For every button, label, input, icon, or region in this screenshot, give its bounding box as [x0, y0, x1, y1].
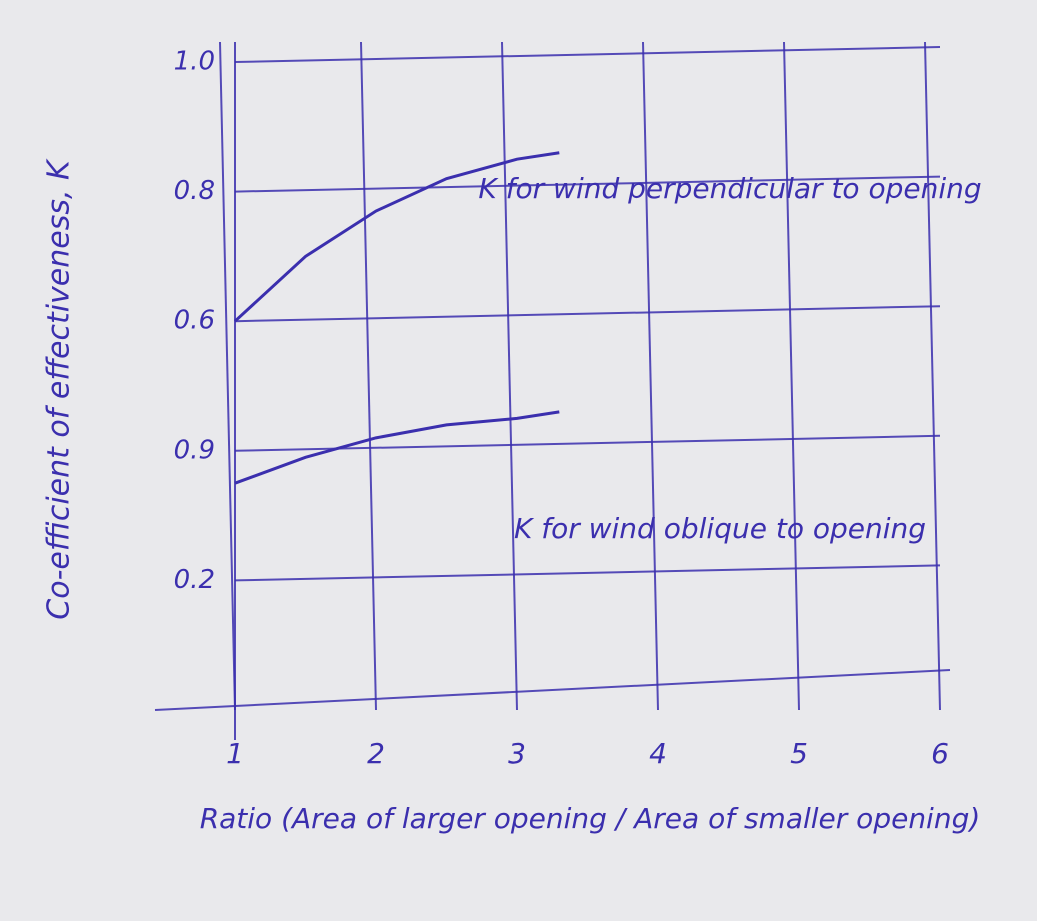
x-tick-label: 4: [649, 737, 667, 770]
annotation: K for wind oblique to opening: [514, 512, 926, 545]
x-axis-title: Ratio (Area of larger opening / Area of …: [200, 802, 981, 835]
y-tick-label: 0.6: [174, 306, 215, 336]
paper: [0, 0, 1037, 921]
y-axis-title: Co-efficient of effectiveness, K: [42, 158, 77, 620]
y-tick-label: 0.8: [174, 176, 215, 206]
y-tick-label: 1.0: [174, 47, 215, 77]
x-tick-label: 1: [226, 737, 244, 770]
page: Co-efficient of effectiveness, K Ratio (…: [0, 0, 1037, 921]
x-tick-label: 2: [367, 737, 385, 770]
y-tick-label: 0.2: [174, 565, 215, 595]
chart: Co-efficient of effectiveness, K Ratio (…: [0, 0, 1037, 921]
x-tick-label: 3: [508, 737, 526, 770]
y-tick-label: 0.9: [174, 435, 215, 465]
x-tick-label: 6: [931, 737, 949, 770]
x-tick-label: 5: [790, 737, 808, 770]
